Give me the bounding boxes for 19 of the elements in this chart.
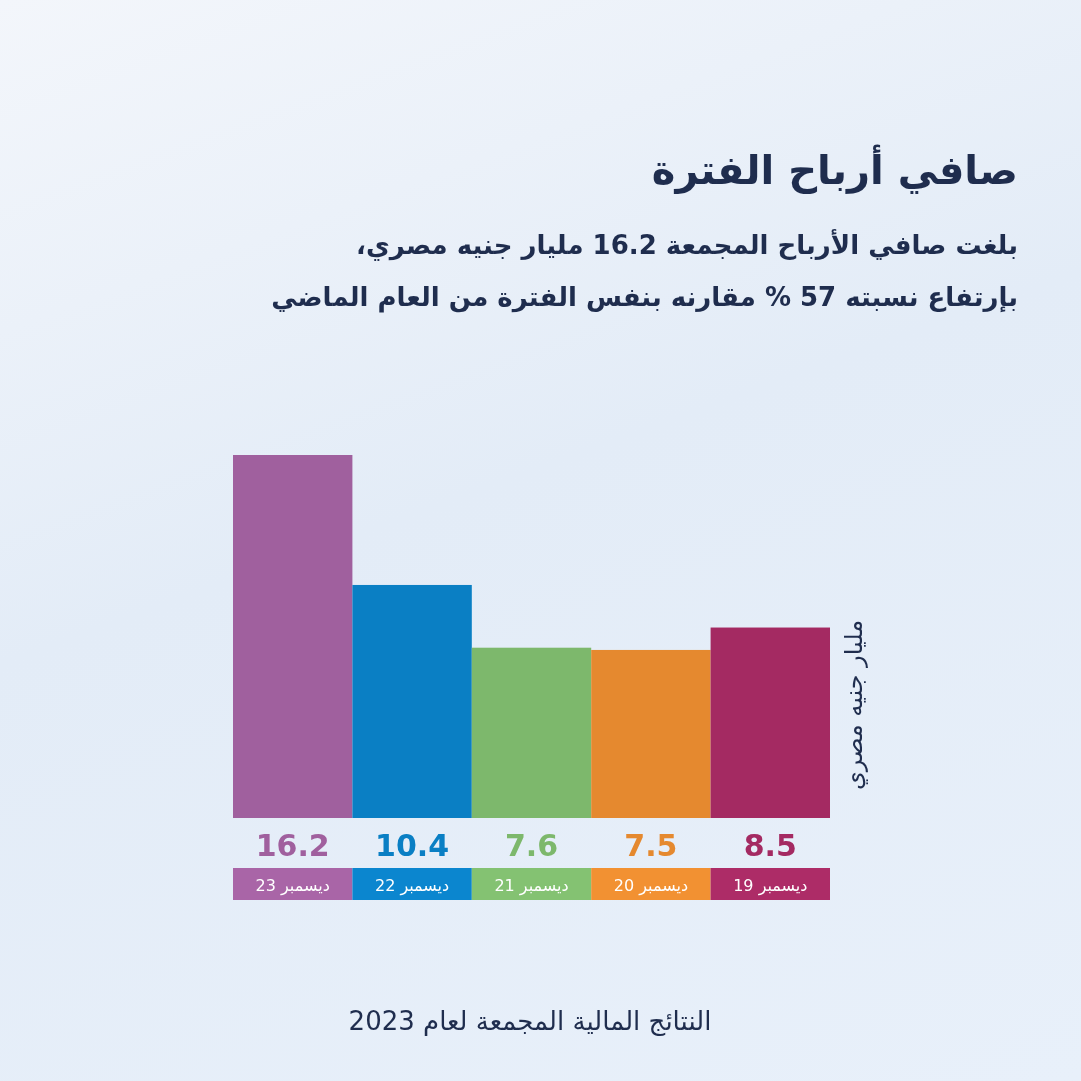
bar	[710, 627, 830, 818]
x-tick-label: ديسمبر 19	[733, 876, 808, 896]
x-tick-label: ديسمبر 20	[613, 876, 688, 896]
bar	[352, 584, 472, 818]
bar	[471, 647, 592, 818]
text: النتائج المالية المجمعة لعام 2023	[348, 1006, 712, 1037]
x-tick-label: ديسمبر 23	[255, 876, 330, 896]
data-label: 7.5	[624, 828, 678, 863]
chart-subtitle: بلغت صافي الأرباح المجمعة 16.2 مليار جنيه مصري، بإرتفاع نسبته 57 % مقارنه بنفس الفترة من العام الماضي	[271, 229, 1018, 313]
data-label: 16.2	[255, 828, 330, 863]
data-label: 7.6	[504, 828, 559, 863]
y-axis-title: مليار جنيه مصري	[840, 619, 868, 791]
data-label: 8.5	[743, 828, 797, 863]
data-label: 10.4	[375, 828, 450, 863]
bar	[591, 649, 711, 818]
x-tick-label: ديسمبر 21	[494, 876, 569, 896]
bar	[233, 455, 353, 818]
chart-title: صافي أرباح الفترة	[651, 144, 1018, 194]
x-tick-label: ديسمبر 22	[375, 876, 450, 896]
